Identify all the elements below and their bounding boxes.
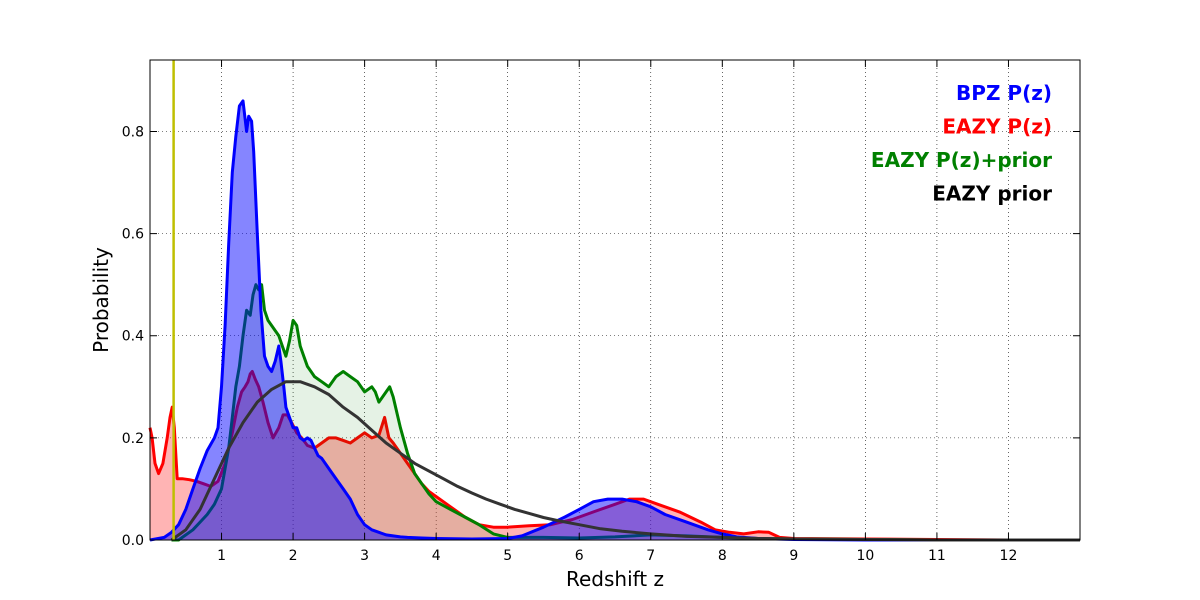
grid-lines (150, 60, 1080, 540)
eazy-p-z-prior-area (171, 284, 1080, 540)
x-tick-label: 10 (856, 548, 874, 564)
legend-entry-eazy-p-z: EAZY P(z) (942, 115, 1052, 139)
x-axis-title: Redshift z (566, 567, 664, 591)
legend: BPZ P(z) EAZY P(z) EAZY P(z)+prior EAZY pri… (871, 81, 1052, 206)
y-tick-label: 0.6 (122, 227, 144, 243)
legend-entry-eazy-prior: EAZY prior (932, 182, 1052, 206)
x-tick-label: 6 (575, 548, 584, 564)
y-tick-label: 0.0 (122, 533, 144, 549)
x-tick-label: 3 (360, 548, 369, 564)
eazy-p-z-line (148, 370, 1080, 542)
x-tick-label: 5 (503, 548, 512, 564)
eazy-p-z-area (150, 371, 1080, 540)
legend-entry-bpz-p-z: BPZ P(z) (956, 81, 1052, 105)
axis-ticks: 1 2 3 4 5 6 7 8 9 10 11 120.00.20.40.60.8 (122, 60, 1080, 564)
x-tick-label: 12 (1000, 548, 1018, 564)
bpz-p-z-line (149, 99, 1080, 542)
series-layer (148, 99, 1080, 542)
x-tick-label: 2 (289, 548, 298, 564)
y-axis-title: Probability (89, 247, 113, 353)
x-tick-label: 7 (646, 548, 655, 564)
y-tick-label: 0.2 (122, 431, 144, 447)
eazy-prior-line (170, 380, 1080, 542)
x-tick-label: 9 (789, 548, 798, 564)
x-tick-label: 8 (718, 548, 727, 564)
y-tick-label: 0.8 (122, 124, 144, 140)
x-tick-label: 11 (928, 548, 946, 564)
bpz-p-z-area (150, 100, 1080, 541)
legend-entry-eazy-p-z-prior: EAZY P(z)+prior (871, 148, 1052, 172)
x-tick-label: 1 (217, 548, 226, 564)
x-tick-label: 4 (432, 548, 441, 564)
plot-frame (149, 59, 1081, 541)
y-tick-label: 0.4 (122, 329, 144, 345)
